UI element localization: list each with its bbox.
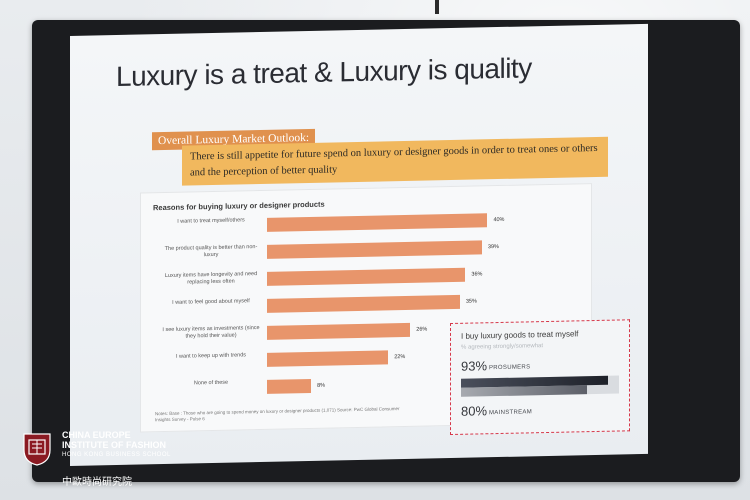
- logo-chinese: 中歐時尚研究院: [62, 477, 132, 488]
- mainstream-label: MAINSTREAM: [489, 409, 533, 417]
- comparison-bar-track: [461, 375, 619, 397]
- logo-line1: CHINA EUROPE: [62, 430, 131, 440]
- bar-value-label: 26%: [416, 326, 428, 333]
- presentation-screen: Luxury is a treat & Luxury is quality Ov…: [70, 23, 648, 466]
- chart-rows: I want to treat myself/others 40% The prod…: [141, 184, 591, 394]
- bar-category-label: I want to feel good about myself: [172, 298, 250, 306]
- prosumers-percent: 93%: [461, 358, 488, 374]
- bar-category-label: I want to keep up with trends: [175, 352, 246, 360]
- chart-title: Reasons for buying luxury or designer pr…: [153, 199, 325, 213]
- callout-subtitle: % agreeing strongly/somewhat: [461, 343, 544, 351]
- logo-line2: INSTITUTE OF FASHION: [62, 440, 167, 450]
- prosumers-label: PROSUMERS: [489, 364, 531, 372]
- bar-category-label: I see luxury items as investments (since…: [162, 325, 260, 340]
- chart-note: Notes: Base : Those who are going to spe…: [155, 406, 400, 423]
- tv-cable: [435, 0, 439, 14]
- mainstream-bar: [461, 385, 588, 397]
- callout-title: I buy luxury goods to treat myself: [461, 329, 579, 341]
- bar: [267, 350, 389, 367]
- bar-category-label: The product quality is better than non-l…: [164, 244, 258, 259]
- bar: [267, 267, 466, 286]
- slide-title: Luxury is a treat & Luxury is quality: [116, 52, 532, 93]
- shield-logo-icon: [23, 433, 51, 466]
- bar-value-label: 39%: [487, 244, 499, 251]
- bar-value-label: 35%: [465, 298, 477, 305]
- bar: [267, 378, 312, 394]
- chart-row: The product quality is better than non-l…: [141, 235, 581, 264]
- mainstream-percent: 80%: [461, 403, 488, 419]
- bar-value-label: 40%: [493, 216, 505, 224]
- bar-category-label: I want to treat myself/others: [177, 217, 245, 225]
- bar-category-label: None of these: [193, 379, 229, 387]
- logo-line3: HONG KONG BUSINESS SCHOOL: [62, 452, 171, 458]
- chart-row: Luxury items have longevity and need rep…: [141, 262, 581, 291]
- institute-logo-text: CHINA EUROPE INSTITUTE OF FASHION HONG K…: [62, 430, 171, 460]
- callout-box: I buy luxury goods to treat myself % agr…: [450, 319, 630, 436]
- bar-value-label: 8%: [317, 382, 326, 389]
- bar-value-label: 36%: [471, 271, 483, 278]
- bar: [267, 213, 488, 232]
- outlook-text: There is still appetite for future spend…: [182, 136, 608, 186]
- bar-category-label: Luxury items have longevity and need rep…: [164, 271, 258, 286]
- bar-value-label: 22%: [394, 353, 406, 361]
- bar: [267, 294, 460, 313]
- bar: [267, 240, 482, 259]
- chart-row: I want to feel good about myself 35%: [141, 289, 581, 318]
- chart-row: I want to treat myself/others 40%: [141, 208, 581, 237]
- bar: [267, 322, 411, 340]
